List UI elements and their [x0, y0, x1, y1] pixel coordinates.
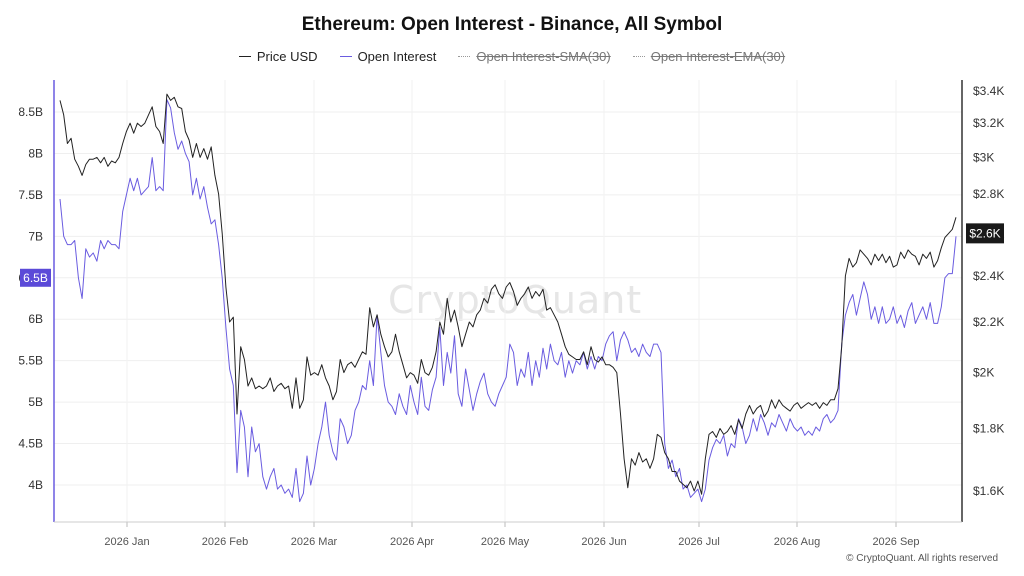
- tick-label-left: 5.5B: [18, 354, 43, 368]
- legend-label-open-interest: Open Interest: [357, 49, 437, 64]
- legend-swatch-oi-sma: [458, 56, 471, 57]
- tick-label-right: $2.4K: [973, 269, 1004, 283]
- legend-item-price[interactable]: Price USD: [238, 49, 318, 64]
- axes-layer: [53, 80, 963, 527]
- series-line-open-interest: [59, 99, 957, 503]
- legend-label-oi-sma: Open Interest-SMA(30): [476, 49, 611, 64]
- tick-label-x: 2026 Feb: [202, 536, 248, 548]
- tick-label-left: 6B: [28, 312, 43, 326]
- grid-layer: [54, 80, 962, 522]
- tick-label-right: $2.2K: [973, 315, 1004, 329]
- tick-label-right: $2K: [973, 366, 994, 380]
- tick-label-x: 2026 May: [481, 536, 530, 548]
- tick-label-right: $3.2K: [973, 116, 1004, 130]
- tick-label-x: 2026 Aug: [774, 536, 821, 548]
- legend: Price USD Open Interest Open Interest-SM…: [0, 49, 1024, 64]
- tick-label-left: 4B: [28, 478, 43, 492]
- tick-label-right: $2.8K: [973, 187, 1004, 201]
- watermark: CryptoQuant: [388, 278, 643, 322]
- series-line-price: [59, 93, 957, 495]
- tick-label-x: 2026 Jul: [678, 536, 720, 548]
- tick-label-x: 2026 Apr: [390, 536, 434, 548]
- legend-swatch-oi-ema: [632, 56, 645, 57]
- tick-label-right: $3.4K: [973, 84, 1004, 98]
- tick-label-left: 7.5B: [18, 188, 43, 202]
- copyright-text: © CryptoQuant. All rights reserved: [846, 553, 998, 564]
- legend-label-price: Price USD: [256, 49, 318, 64]
- labels-layer: 6.5B $2.6K: [20, 223, 1004, 287]
- legend-swatch-open-interest: [339, 56, 352, 57]
- chart-title: Ethereum: Open Interest - Binance, All S…: [301, 14, 723, 35]
- tick-label-right: $1.6K: [973, 484, 1004, 498]
- tick-label-left: 8B: [28, 146, 43, 160]
- tick-label-right: $1.8K: [973, 421, 1004, 435]
- legend-label-oi-ema: Open Interest-EMA(30): [650, 49, 786, 64]
- tick-label-x: 2026 Jun: [581, 536, 626, 548]
- tick-label-right: $3K: [973, 150, 994, 164]
- tick-label-left: 4.5B: [18, 437, 43, 451]
- current-label-right-bg: [966, 223, 1004, 244]
- tick-label-left: 5B: [28, 395, 43, 409]
- current-label-right: $2.6K: [969, 226, 1000, 240]
- legend-item-open-interest[interactable]: Open Interest: [339, 49, 437, 64]
- current-label-left-bg: [20, 268, 51, 287]
- tick-label-left: 8.5B: [18, 105, 43, 119]
- tick-label-x: 2026 Jan: [104, 536, 149, 548]
- legend-swatch-price: [238, 56, 251, 57]
- legend-item-oi-sma[interactable]: Open Interest-SMA(30): [458, 49, 611, 64]
- current-label-left: 6.5B: [23, 271, 48, 285]
- tick-label-x: 2026 Mar: [291, 536, 338, 548]
- legend-item-oi-ema[interactable]: Open Interest-EMA(30): [632, 49, 786, 64]
- tick-label-left: 7B: [28, 229, 43, 243]
- series-layer: [59, 93, 957, 503]
- tick-label-x: 2026 Sep: [872, 536, 919, 548]
